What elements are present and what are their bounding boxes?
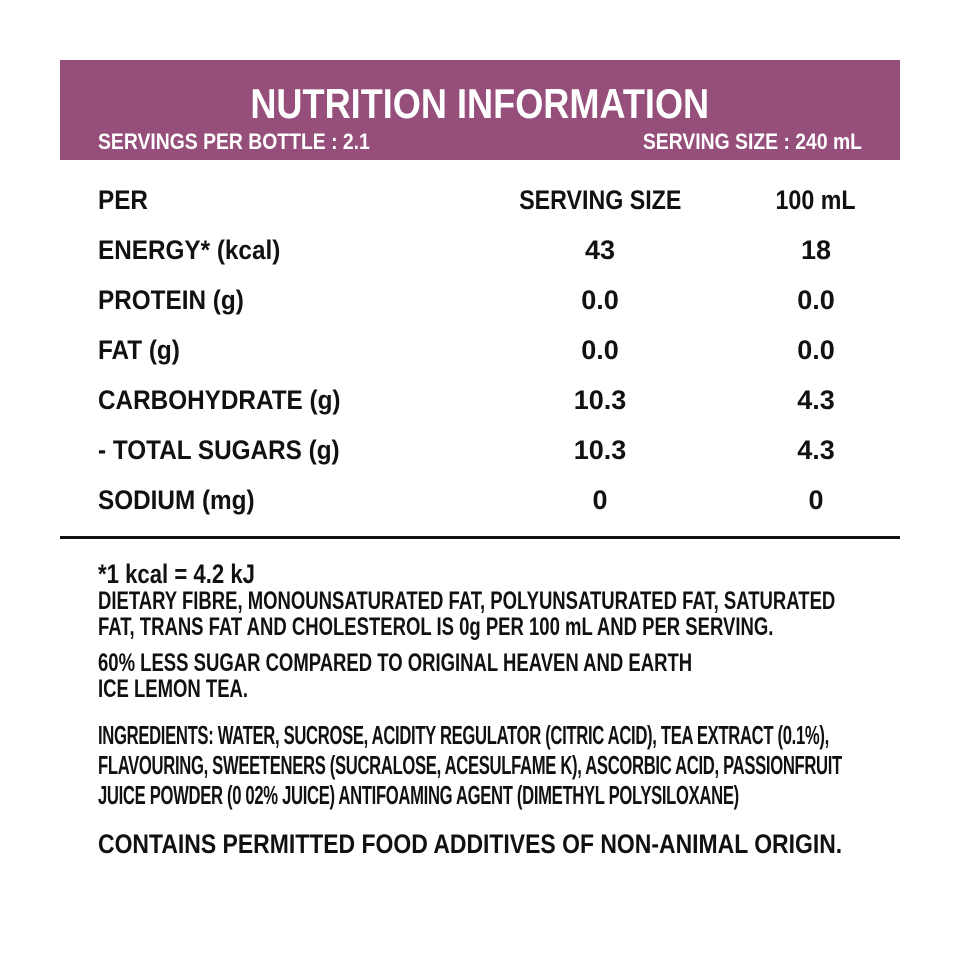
row-label: PROTEIN (g) xyxy=(98,285,244,315)
row-serving-value: 43 xyxy=(584,235,616,265)
table-header-row: PER SERVING SIZE 100 mL xyxy=(0,180,960,220)
ingredients-line3: JUICE POWDER (0 02% JUICE) ANTIFOAMING A… xyxy=(98,780,739,810)
table-row: - TOTAL SUGARS (g) 10.3 4.3 xyxy=(0,430,960,470)
row-label: CARBOHYDRATE (g) xyxy=(98,385,341,415)
row-serving-value: 0 xyxy=(592,485,608,515)
row-serving-value: 0.0 xyxy=(581,335,619,365)
row-label: ENERGY* (kcal) xyxy=(98,235,281,265)
ingredients-line1: INGREDIENTS: WATER, SUCROSE, ACIDITY REG… xyxy=(98,720,829,750)
row-100ml-value: 4.3 xyxy=(797,385,835,415)
serving-size: SERVING SIZE : 240 mL xyxy=(642,129,862,154)
fibre-note-line2: FAT, TRANS FAT AND CHOLESTEROL IS 0g PER… xyxy=(98,613,774,641)
table-row: FAT (g) 0.0 0.0 xyxy=(0,330,960,370)
row-100ml-value: 0.0 xyxy=(797,335,835,365)
row-label: FAT (g) xyxy=(98,335,180,365)
table-row: ENERGY* (kcal) 43 18 xyxy=(0,230,960,270)
ingredients-line2: FLAVOURING, SWEETENERS (SUCRALOSE, ACESU… xyxy=(98,750,842,780)
row-100ml-value: 18 xyxy=(800,235,832,265)
row-label: SODIUM (mg) xyxy=(98,485,255,515)
sugar-note-line2: ICE LEMON TEA. xyxy=(98,675,249,703)
column-100ml: 100 mL xyxy=(775,185,857,215)
row-label: - TOTAL SUGARS (g) xyxy=(98,435,340,465)
sugar-note-line1: 60% LESS SUGAR COMPARED TO ORIGINAL HEAV… xyxy=(98,649,693,677)
row-serving-value: 10.3 xyxy=(573,385,627,415)
table-row: CARBOHYDRATE (g) 10.3 4.3 xyxy=(0,380,960,420)
header-banner: NUTRITION INFORMATION SERVINGS PER BOTTL… xyxy=(60,60,900,160)
additives-note: CONTAINS PERMITTED FOOD ADDITIVES OF NON… xyxy=(98,829,843,859)
row-serving-value: 10.3 xyxy=(573,435,627,465)
column-per: PER xyxy=(98,185,148,215)
table-row: PROTEIN (g) 0.0 0.0 xyxy=(0,280,960,320)
fibre-note-line1: DIETARY FIBRE, MONOUNSATURATED FAT, POLY… xyxy=(98,587,836,615)
row-100ml-value: 0.0 xyxy=(797,285,835,315)
column-serving-size: SERVING SIZE xyxy=(518,185,682,215)
divider xyxy=(60,536,900,539)
servings-per-bottle: SERVINGS PER BOTTLE : 2.1 xyxy=(98,129,370,154)
table-row: SODIUM (mg) 0 0 xyxy=(0,480,960,520)
kcal-note: *1 kcal = 4.2 kJ xyxy=(98,559,255,589)
label-title: NUTRITION INFORMATION xyxy=(250,80,710,127)
row-100ml-value: 4.3 xyxy=(797,435,835,465)
row-100ml-value: 0 xyxy=(808,485,824,515)
row-serving-value: 0.0 xyxy=(581,285,619,315)
